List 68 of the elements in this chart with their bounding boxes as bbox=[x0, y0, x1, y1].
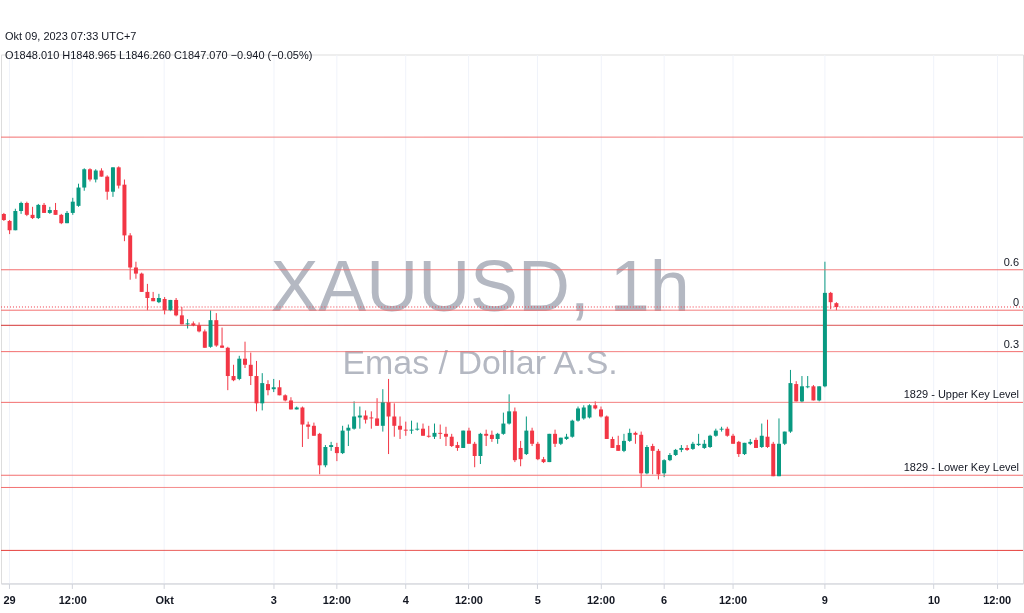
candlestick bbox=[805, 375, 810, 389]
candlestick bbox=[237, 355, 242, 381]
annotation: 0.3 bbox=[1003, 337, 1020, 350]
candlestick bbox=[133, 261, 138, 280]
candlestick bbox=[346, 424, 351, 447]
annotation: 0 bbox=[1012, 296, 1020, 309]
candlestick bbox=[501, 412, 506, 436]
candlestick bbox=[340, 425, 345, 455]
x-tick-label: 29 bbox=[3, 593, 16, 606]
candlestick bbox=[799, 375, 804, 403]
candlestick bbox=[443, 426, 448, 447]
text: O1848.010 H1848.965 L1846.260 C1847.070 −0.940 (−0.05%) bbox=[4, 49, 313, 62]
x-tick-label: 12:00 bbox=[719, 593, 748, 606]
candlestick bbox=[323, 444, 328, 468]
candlestick bbox=[489, 430, 494, 443]
candlestick bbox=[518, 440, 523, 467]
candlestick bbox=[409, 420, 414, 435]
candlestick bbox=[105, 174, 110, 201]
candlestick bbox=[656, 448, 661, 480]
x-tick-label: 4 bbox=[402, 593, 410, 606]
candlestick bbox=[472, 441, 477, 468]
ref-line-label: 1829 - Upper Key Level bbox=[903, 388, 1020, 401]
text: Okt 09, 2023 07:33 UTC+7 bbox=[4, 29, 137, 42]
x-tick-label: 12:00 bbox=[983, 593, 1012, 606]
text: XAUUSD, 1h bbox=[270, 245, 690, 326]
x-tick-label: 10 bbox=[927, 593, 941, 606]
candlestick bbox=[139, 272, 144, 293]
candlestick bbox=[392, 402, 397, 438]
x-tick-label: 12:00 bbox=[454, 593, 483, 606]
candlestick bbox=[380, 388, 385, 433]
x-tick-label: 6 bbox=[661, 593, 668, 606]
x-tick-label: 12:00 bbox=[586, 593, 616, 606]
candlestick bbox=[759, 423, 764, 449]
candlestick bbox=[621, 433, 626, 453]
candlestick bbox=[329, 441, 334, 452]
candlestick bbox=[300, 406, 305, 448]
candlestick bbox=[403, 421, 408, 437]
candlestick bbox=[685, 444, 690, 452]
candlestick bbox=[82, 167, 87, 192]
candlestick bbox=[478, 432, 483, 465]
candlestick bbox=[260, 372, 265, 411]
candlestick bbox=[438, 424, 443, 440]
candlestick bbox=[530, 427, 535, 447]
x-tick-label: 5 bbox=[534, 593, 541, 606]
candlestick bbox=[352, 400, 357, 431]
x-tick-label: Okt bbox=[155, 593, 175, 606]
candlestick bbox=[375, 397, 380, 427]
x-tick-label: 9 bbox=[821, 593, 828, 606]
candlestick bbox=[248, 352, 253, 386]
candlestick bbox=[265, 379, 270, 396]
candlestick bbox=[386, 378, 391, 455]
text: Emas / Dollar A.S. bbox=[342, 342, 618, 381]
annotation: 0.6 bbox=[1003, 255, 1020, 268]
candlestick bbox=[650, 443, 655, 475]
candlestick bbox=[398, 415, 403, 440]
candlestick bbox=[334, 442, 339, 462]
candlestick bbox=[507, 393, 512, 426]
candlestick bbox=[243, 341, 248, 369]
candlestick bbox=[535, 441, 540, 461]
candlestick bbox=[156, 293, 161, 304]
x-tick-label: 12:00 bbox=[322, 593, 351, 606]
candlestick bbox=[76, 183, 81, 208]
candlestick bbox=[524, 415, 529, 456]
ref-line-label: 1829 - Lower Key Level bbox=[903, 461, 1020, 474]
candlestick bbox=[202, 328, 207, 349]
candlestick bbox=[426, 425, 431, 439]
x-tick-label: 12:00 bbox=[58, 593, 87, 606]
x-tick-label: 3 bbox=[270, 593, 277, 606]
